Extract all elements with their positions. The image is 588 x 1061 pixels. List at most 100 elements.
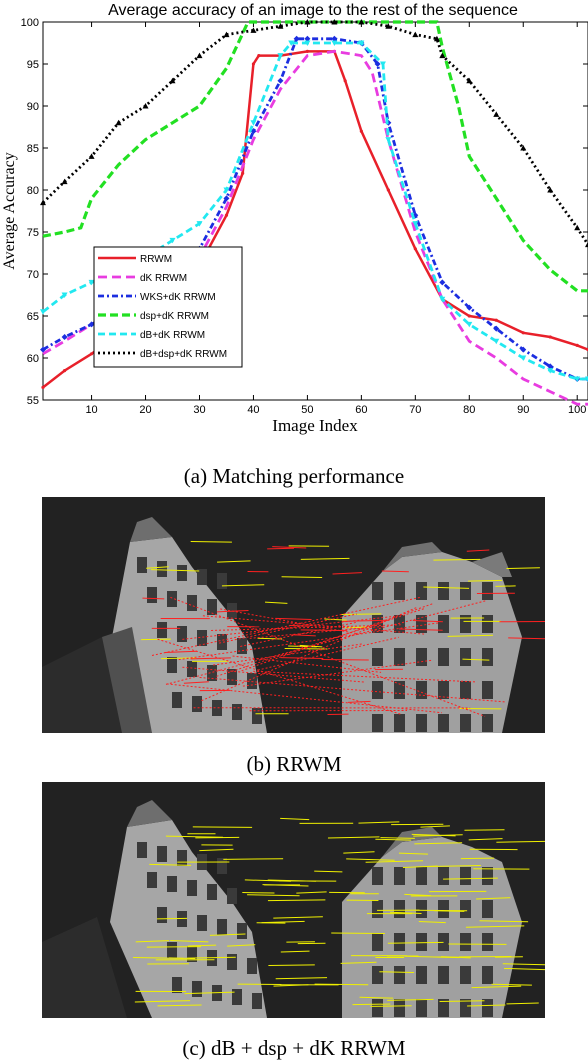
data-point bbox=[495, 319, 498, 322]
match-line bbox=[191, 542, 232, 543]
y-tick-label: 100 bbox=[21, 17, 39, 29]
data-point bbox=[252, 62, 255, 65]
y-tick-label: 70 bbox=[27, 269, 39, 281]
y-tick-label: 75 bbox=[27, 227, 39, 239]
window bbox=[482, 714, 493, 732]
window bbox=[438, 714, 449, 732]
window bbox=[460, 582, 471, 600]
window bbox=[416, 900, 427, 918]
caption-c: (c) dB + dsp + dK RRWM bbox=[0, 1036, 588, 1061]
window bbox=[416, 681, 427, 699]
caption-b: (b) RRWM bbox=[0, 752, 588, 777]
window bbox=[482, 966, 493, 984]
window bbox=[482, 900, 493, 918]
legend-label: WKS+dK RRWM bbox=[140, 292, 216, 303]
window bbox=[192, 981, 202, 997]
window bbox=[187, 880, 197, 896]
window bbox=[460, 966, 471, 984]
window bbox=[416, 867, 427, 885]
y-tick-label: 55 bbox=[27, 395, 39, 407]
window bbox=[227, 954, 237, 970]
window bbox=[177, 565, 187, 581]
window bbox=[438, 582, 449, 600]
window bbox=[157, 846, 167, 862]
data-point bbox=[522, 331, 525, 334]
window bbox=[372, 867, 383, 885]
window bbox=[252, 993, 262, 1009]
window bbox=[217, 858, 227, 874]
match-line bbox=[461, 858, 494, 859]
window bbox=[157, 622, 167, 638]
window bbox=[438, 900, 449, 918]
match-line bbox=[282, 577, 323, 578]
window bbox=[394, 933, 405, 951]
x-tick-label: 60 bbox=[355, 404, 367, 416]
window bbox=[212, 700, 222, 716]
data-point bbox=[576, 344, 579, 347]
window bbox=[372, 900, 383, 918]
window bbox=[394, 867, 405, 885]
legend-label: dsp+dK RRWM bbox=[140, 311, 209, 322]
match-line bbox=[433, 559, 480, 560]
data-point bbox=[63, 369, 66, 372]
window bbox=[157, 561, 167, 577]
match-line bbox=[322, 659, 369, 660]
y-tick-label: 85 bbox=[27, 143, 39, 155]
photo-combined bbox=[42, 782, 545, 1018]
match-line bbox=[147, 947, 201, 948]
match-line bbox=[223, 859, 283, 860]
window bbox=[416, 648, 427, 666]
window bbox=[167, 657, 177, 673]
window bbox=[394, 714, 405, 732]
window bbox=[372, 999, 383, 1017]
window bbox=[460, 681, 471, 699]
match-line bbox=[495, 957, 523, 958]
window bbox=[372, 648, 383, 666]
match-line bbox=[341, 614, 381, 615]
window bbox=[232, 989, 242, 1005]
y-tick-label: 95 bbox=[27, 59, 39, 71]
window bbox=[187, 595, 197, 611]
data-point bbox=[257, 54, 260, 57]
window bbox=[460, 867, 471, 885]
window bbox=[482, 933, 493, 951]
window bbox=[232, 704, 242, 720]
legend-label: dB+dK RRWM bbox=[140, 330, 205, 341]
window bbox=[438, 867, 449, 885]
window bbox=[147, 872, 157, 888]
window bbox=[217, 573, 227, 589]
data-point bbox=[549, 335, 552, 338]
window bbox=[157, 907, 167, 923]
x-tick-label: 70 bbox=[409, 404, 421, 416]
window bbox=[137, 557, 147, 573]
window bbox=[372, 933, 383, 951]
window bbox=[416, 714, 427, 732]
x-tick-label: 90 bbox=[517, 404, 529, 416]
window bbox=[167, 942, 177, 958]
window bbox=[372, 681, 383, 699]
data-point bbox=[414, 247, 417, 250]
x-tick-label: 10 bbox=[85, 404, 97, 416]
match-line bbox=[242, 893, 274, 894]
y-tick-label: 90 bbox=[27, 101, 39, 113]
window bbox=[207, 884, 217, 900]
window bbox=[372, 966, 383, 984]
window bbox=[247, 958, 257, 974]
x-tick-label: 80 bbox=[463, 404, 475, 416]
data-point bbox=[344, 79, 347, 82]
match-line bbox=[193, 827, 252, 828]
window bbox=[416, 933, 427, 951]
window bbox=[192, 696, 202, 712]
window bbox=[217, 634, 227, 650]
window bbox=[482, 582, 493, 600]
data-point bbox=[360, 130, 363, 133]
window bbox=[416, 999, 427, 1017]
window bbox=[416, 966, 427, 984]
window bbox=[147, 587, 157, 603]
window bbox=[187, 661, 197, 677]
window bbox=[372, 582, 383, 600]
window bbox=[394, 966, 405, 984]
data-point bbox=[90, 352, 93, 355]
